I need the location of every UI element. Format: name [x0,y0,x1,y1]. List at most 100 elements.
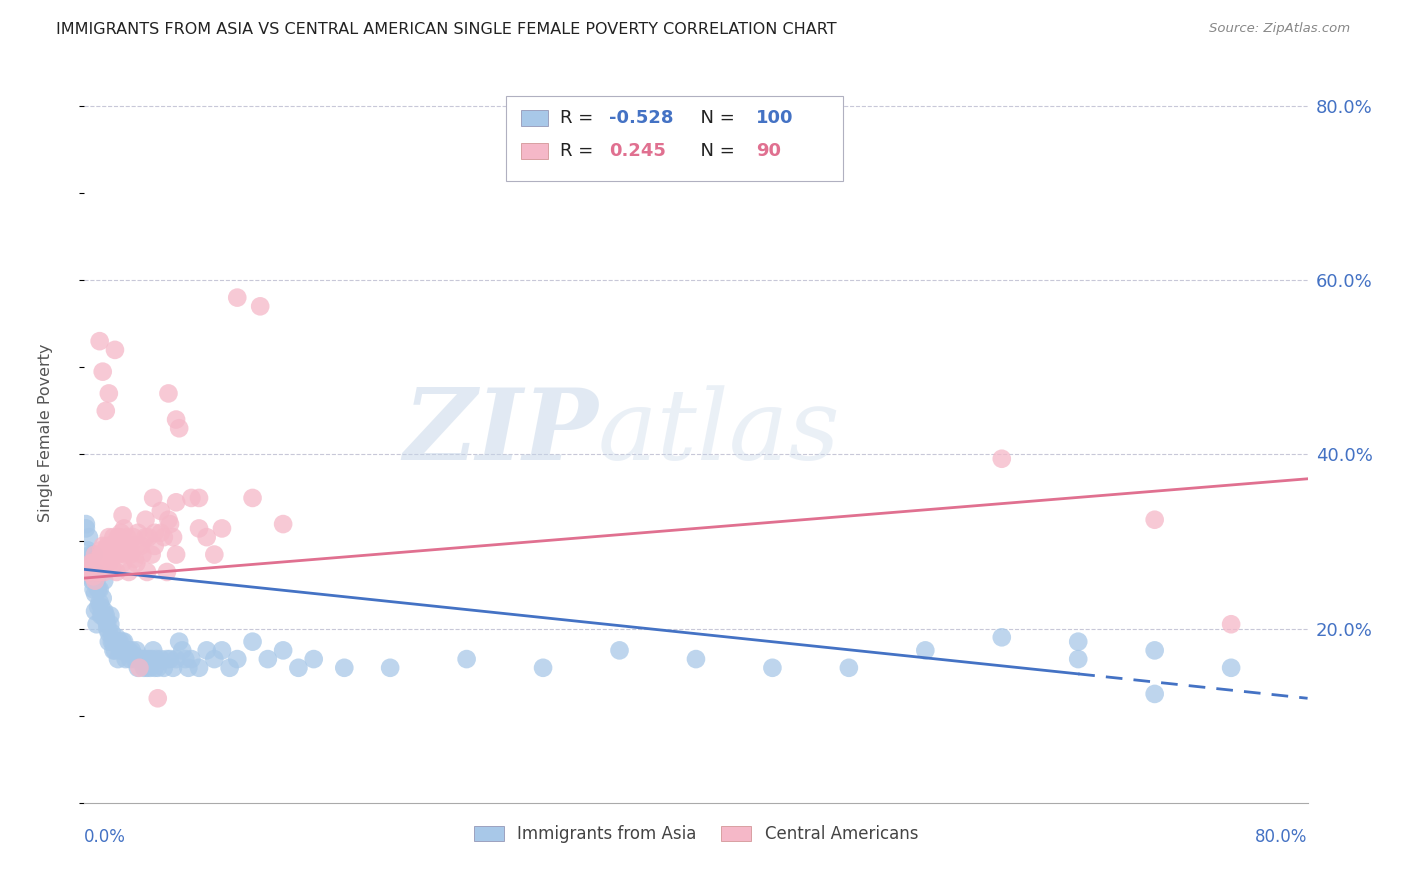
Point [89,582,111,597]
Point [97,530,120,544]
Point [97,556,120,570]
Text: N =: N = [689,109,740,127]
Point [108,643,131,657]
Point [188,521,211,535]
Point [188,661,211,675]
Point [75,521,97,535]
Point [101,539,124,553]
Point [83,569,105,583]
Point [195,530,218,544]
Point [84,587,107,601]
Point [96,539,118,553]
Point [149,525,172,540]
Point [93,560,115,574]
Point [108,530,131,544]
Point [162,530,184,544]
Point [271,643,294,657]
Point [112,634,135,648]
Point [96,622,118,636]
Point [177,661,200,675]
Text: R =: R = [560,143,599,161]
Point [84,565,107,579]
Point [77,565,100,579]
Text: Source: ZipAtlas.com: Source: ZipAtlas.com [1209,22,1350,36]
Point [104,643,127,657]
Point [89,334,111,348]
Text: 0.245: 0.245 [609,143,666,161]
Text: -0.528: -0.528 [609,109,673,127]
Point [94,548,117,562]
Point [287,661,309,675]
Point [122,530,145,544]
Point [101,634,124,648]
Text: ZIP: ZIP [404,384,598,481]
Point [91,539,114,553]
Point [531,661,554,675]
Legend: Immigrants from Asia, Central Americans: Immigrants from Asia, Central Americans [467,819,925,850]
Point [98,608,121,623]
Point [91,365,114,379]
Point [93,565,115,579]
Point [146,691,169,706]
Point [302,652,325,666]
Point [333,661,356,675]
Point [97,386,120,401]
Point [76,556,98,570]
Point [105,565,128,579]
Point [110,643,132,657]
Point [257,652,280,666]
Point [138,530,160,544]
Point [80,574,103,588]
Point [174,652,197,666]
Text: IMMIGRANTS FROM ASIA VS CENTRAL AMERICAN SINGLE FEMALE POVERTY CORRELATION CHART: IMMIGRANTS FROM ASIA VS CENTRAL AMERICAN… [56,22,837,37]
Point [90,599,112,614]
Point [111,643,134,657]
Point [145,652,167,666]
Point [94,543,117,558]
Point [143,525,166,540]
Point [94,404,117,418]
Point [98,543,121,558]
Point [153,661,176,675]
Point [127,661,149,675]
Point [1143,513,1166,527]
Point [79,565,101,579]
Point [101,626,124,640]
Point [211,521,233,535]
Text: 100: 100 [756,109,793,127]
Point [761,661,783,675]
Point [142,491,165,505]
Point [125,539,148,553]
Point [87,599,110,614]
Point [86,574,108,588]
Point [226,291,249,305]
Point [84,548,107,562]
Point [120,652,142,666]
Point [211,643,233,657]
Point [93,608,115,623]
Point [218,661,240,675]
Point [90,543,112,558]
Point [115,539,138,553]
Text: 0.0%: 0.0% [84,828,127,846]
Point [98,539,121,553]
Point [159,517,181,532]
Point [135,513,157,527]
Point [94,608,117,623]
Point [124,552,146,566]
Point [93,604,115,618]
Point [91,608,114,623]
Point [80,569,103,583]
Point [202,652,225,666]
Point [129,652,152,666]
Text: Single Female Poverty: Single Female Poverty [38,343,52,522]
Point [115,530,138,544]
Point [103,643,125,657]
Point [105,634,128,648]
Point [108,634,131,648]
Point [162,661,184,675]
Point [91,556,114,570]
Point [89,565,111,579]
Point [132,661,155,675]
Point [167,421,190,435]
